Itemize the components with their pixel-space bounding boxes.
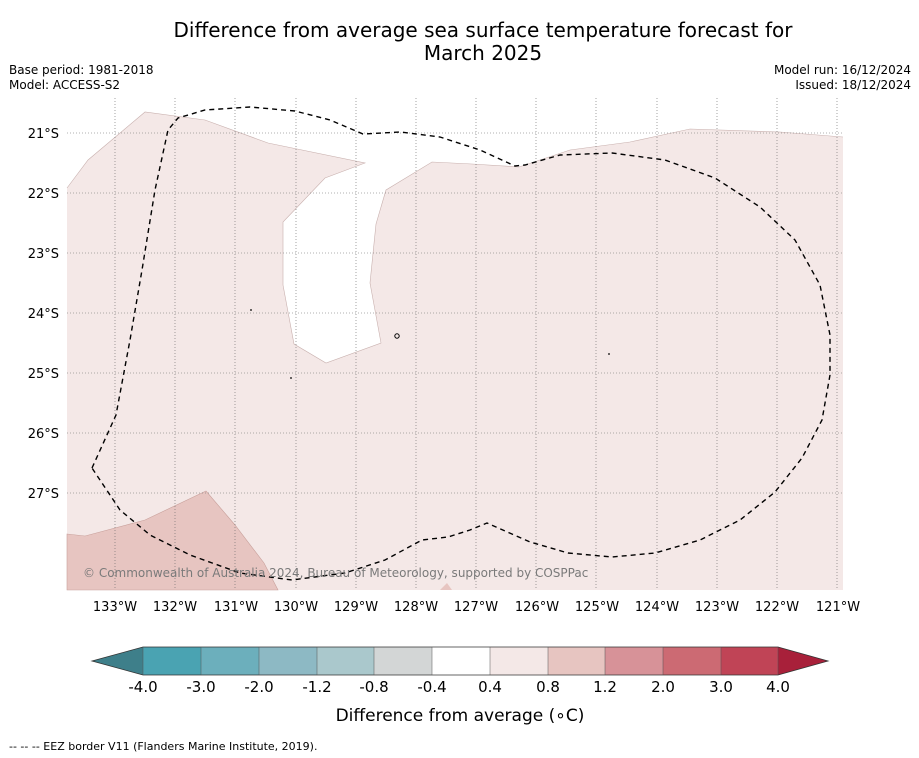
colorbar-title-text: Difference from average ( [336, 706, 556, 726]
latitude-axis: 21°S 22°S 23°S 24°S 25°S 26°S 27°S [28, 127, 59, 502]
lat-label: 22°S [28, 187, 59, 202]
lon-label: 129°W [334, 600, 378, 615]
copyright-text: © Commonwealth of Australia 2024, Bureau… [83, 566, 588, 580]
longitude-axis: 133°W 132°W 131°W 130°W 129°W 128°W 127°… [93, 600, 860, 615]
colorbar-swatch [259, 647, 317, 675]
eez-footnote: -- -- -- EEZ border V11 (Flanders Marine… [9, 740, 318, 753]
colorbar-swatch [432, 647, 490, 675]
colorbar-extend-low [92, 647, 143, 675]
island-marker [250, 309, 252, 311]
colorbar-swatch [490, 647, 548, 675]
lat-label: 26°S [28, 427, 59, 442]
lat-label: 24°S [28, 307, 59, 322]
model-run: Model run: 16/12/2024 [773, 63, 911, 77]
map-title: Difference from average sea surface temp… [0, 19, 919, 65]
colorbar-swatch [605, 647, 663, 675]
colorbar-tick-label: -3.0 [186, 678, 215, 696]
colorbar-tick-label: 4.0 [766, 678, 790, 696]
lon-label: 122°W [755, 600, 799, 615]
colorbar-tick-label: 0.4 [478, 678, 502, 696]
colorbar-swatch [201, 647, 259, 675]
lat-label: 25°S [28, 367, 59, 382]
island-marker [290, 377, 292, 379]
colorbar-swatch [663, 647, 721, 675]
lon-label: 126°W [515, 600, 559, 615]
colorbar-title-unit: ∘C) [555, 706, 584, 726]
colorbar-tick-label: -2.0 [244, 678, 273, 696]
lat-label: 23°S [28, 247, 59, 262]
title-line-2: March 2025 [423, 41, 543, 65]
base-period: Base period: 1981-2018 [9, 63, 154, 77]
colorbar-tick-label: -0.8 [359, 678, 388, 696]
colorbar: -4.0 -3.0 -2.0 -1.2 -0.8 -0.4 0.4 0.8 1.… [90, 646, 830, 726]
colorbar-tick-label: 1.2 [593, 678, 617, 696]
colorbar-swatch [374, 647, 432, 675]
lon-label: 125°W [575, 600, 619, 615]
lon-label: 123°W [695, 600, 739, 615]
lat-label: 27°S [28, 487, 59, 502]
colorbar-tick-label: -4.0 [128, 678, 157, 696]
colorbar-tick-label: 3.0 [709, 678, 733, 696]
island-marker [608, 353, 610, 355]
map-region-anomaly-small [440, 583, 452, 590]
lat-label: 21°S [28, 127, 59, 142]
colorbar-title: Difference from average (∘C) [336, 706, 585, 726]
gridlines [67, 98, 843, 590]
colorbar-tick-label: 0.8 [536, 678, 560, 696]
colorbar-tick-label: 2.0 [651, 678, 675, 696]
issued-date: Issued: 18/12/2024 [795, 78, 911, 92]
colorbar-extend-high [778, 647, 828, 675]
colorbar-tick-label: -0.4 [417, 678, 446, 696]
title-line-1: Difference from average sea surface temp… [173, 18, 793, 42]
colorbar-tick-label: -1.2 [302, 678, 331, 696]
colorbar-swatch [721, 647, 778, 675]
lon-label: 127°W [454, 600, 498, 615]
lon-label: 121°W [816, 600, 860, 615]
lon-label: 124°W [635, 600, 679, 615]
model-name: Model: ACCESS-S2 [9, 78, 121, 92]
contour-0-4 [66, 111, 844, 364]
eez-border [91, 106, 831, 581]
meta-left: Base period: 1981-2018 Model: ACCESS-S2 [9, 63, 154, 93]
lon-label: 128°W [394, 600, 438, 615]
colorbar-swatch [143, 647, 201, 675]
colorbar-swatch [317, 647, 374, 675]
colorbar-dividers [142, 647, 779, 675]
map-region-near-average [67, 98, 843, 363]
island-marker [394, 333, 400, 339]
lon-label: 133°W [93, 600, 137, 615]
colorbar-ticks: -4.0 -3.0 -2.0 -1.2 -0.8 -0.4 0.4 0.8 1.… [128, 678, 790, 696]
meta-right: Model run: 16/12/2024 Issued: 18/12/2024 [774, 63, 911, 93]
lon-label: 130°W [274, 600, 318, 615]
lon-label: 132°W [153, 600, 197, 615]
colorbar-swatch [548, 647, 605, 675]
lon-label: 131°W [214, 600, 258, 615]
